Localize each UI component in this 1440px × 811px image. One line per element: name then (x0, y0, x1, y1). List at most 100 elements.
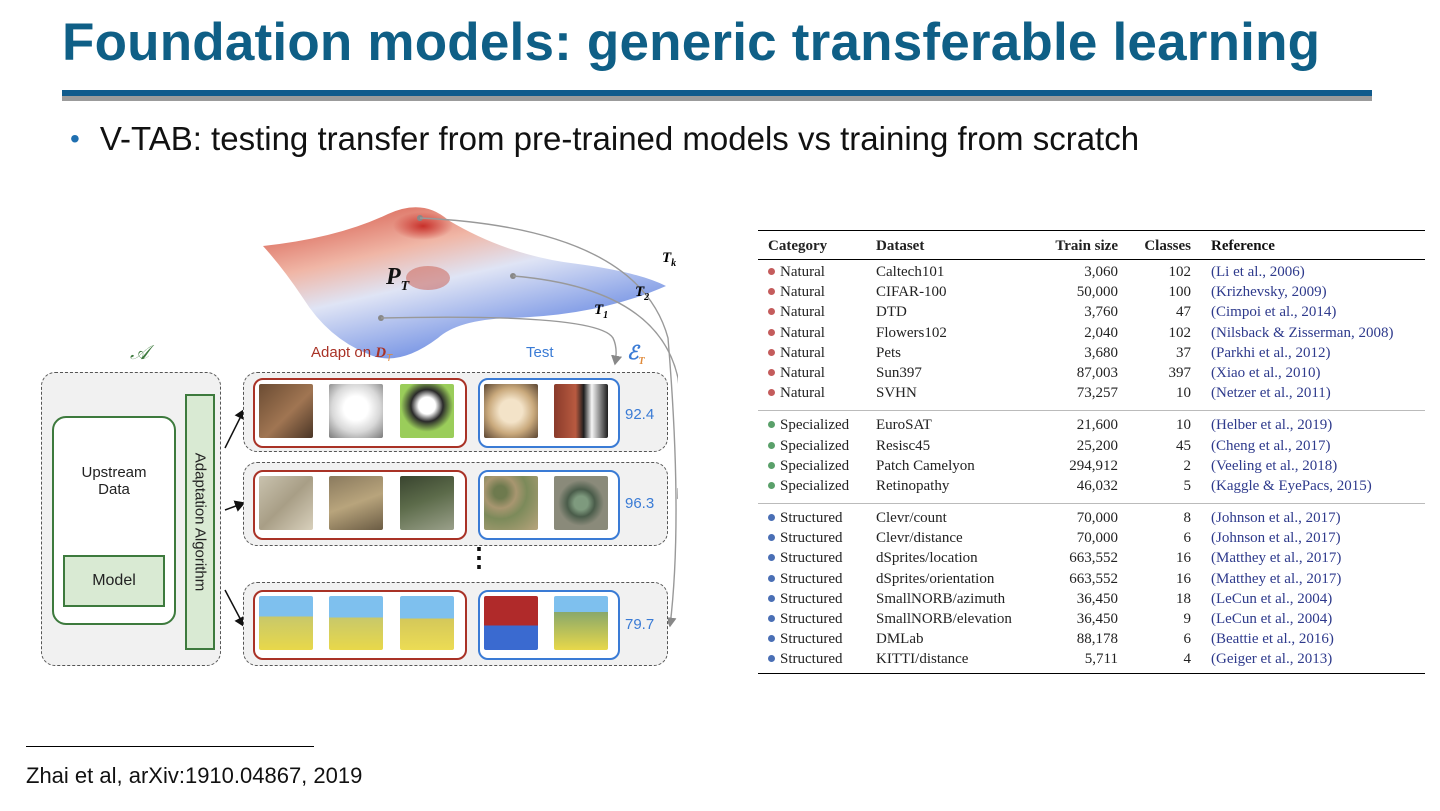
header-reference: Reference (1211, 238, 1275, 254)
cell-train-size: 50,000 (1076, 284, 1118, 301)
category-dot-icon (768, 461, 775, 469)
category-dot-icon (768, 635, 775, 643)
category-text: Structured (780, 550, 843, 567)
category-dot-icon (768, 389, 775, 397)
model-box: Model (63, 555, 165, 607)
bullet-item: • V-TAB: testing transfer from pre-traine… (70, 120, 1139, 158)
cell-category: Structured (758, 589, 862, 609)
cell-train-size: 663,552 (1069, 570, 1118, 587)
table-row: Structured SmallNORB/elevation 36,450 9 (LeC… (758, 609, 1425, 629)
category-text: Natural (780, 284, 825, 301)
category-dot-icon (768, 481, 775, 489)
cell-reference: (Nilsback & Zisserman, 2008) (1211, 324, 1394, 341)
task-label-2: T2 (635, 284, 650, 303)
cell-train-size: 3,760 (1084, 304, 1118, 321)
cell-train-size: 87,003 (1076, 364, 1118, 381)
table-row: Structured dSprites/orientation 663,552 16 (… (758, 569, 1425, 589)
score-row-3: 79.7 (625, 616, 655, 633)
category-text: Structured (780, 651, 843, 668)
cell-classes: 6 (1183, 631, 1192, 648)
cell-train-size: 2,040 (1084, 324, 1118, 341)
table-row: Natural Caltech101 3,060 102 (Li et al., 200… (758, 262, 1425, 282)
cell-dataset: SmallNORB/azimuth (876, 590, 1006, 607)
cell-train-size: 25,200 (1076, 437, 1118, 454)
cell-category: Natural (758, 383, 862, 403)
cell-category: Natural (758, 302, 862, 322)
cell-category: Structured (758, 629, 862, 649)
test-label: Test (526, 344, 554, 361)
cell-classes: 45 (1176, 437, 1191, 454)
cell-dataset: Patch Camelyon (876, 457, 975, 474)
category-dot-icon (768, 655, 775, 663)
image-dmlab-5 (554, 596, 608, 650)
category-text: Structured (780, 510, 843, 527)
category-dot-icon (768, 421, 775, 429)
cell-category: Structured (758, 569, 862, 589)
category-text: Structured (780, 611, 843, 627)
category-dot-icon (768, 348, 775, 356)
image-dog-2 (329, 384, 383, 438)
cell-category: Structured (758, 528, 862, 548)
cell-train-size: 36,450 (1076, 611, 1118, 627)
slide-title: Foundation models: generic transferable … (62, 13, 1321, 72)
adaptation-algorithm-label: Adaptation Algorithm (191, 452, 209, 592)
image-sat-2 (329, 476, 383, 530)
cell-category: Structured (758, 548, 862, 568)
cell-reference: (Johnson et al., 2017) (1211, 510, 1341, 527)
bullet-text: V-TAB: testing transfer from pre-trained… (99, 120, 1140, 157)
cell-dataset: dSprites/location (876, 550, 978, 567)
cell-dataset: SmallNORB/elevation (876, 611, 1012, 627)
upstream-data-label: Upstream Data (81, 464, 147, 498)
table-body: Natural Caltech101 3,060 102 (Li et al., 200… (758, 260, 1425, 673)
cell-reference: (Beattie et al., 2016) (1211, 631, 1334, 648)
cell-reference: (Veeling et al., 2018) (1211, 457, 1338, 474)
cell-train-size: 46,032 (1076, 477, 1118, 494)
category-dot-icon (768, 308, 775, 316)
cell-dataset: CIFAR-100 (876, 284, 947, 301)
cell-classes: 6 (1183, 530, 1192, 547)
cell-classes: 37 (1176, 344, 1191, 361)
category-dot-icon (768, 288, 775, 296)
adapt-label: Adapt on DT (311, 344, 393, 364)
cell-dataset: Resisc45 (876, 437, 931, 454)
table-row: Structured dSprites/location 663,552 16 (Mat… (758, 548, 1425, 568)
header-category: Category (768, 238, 828, 254)
cell-reference: (Xiao et al., 2010) (1211, 364, 1321, 381)
category-dot-icon (768, 328, 775, 336)
image-dog-3 (400, 384, 454, 438)
algorithm-symbol: 𝒜 (130, 342, 149, 364)
image-dmlab-3 (400, 596, 454, 650)
cell-dataset: EuroSAT (876, 417, 932, 434)
cell-reference: (Cimpoi et al., 2014) (1211, 304, 1337, 321)
cell-classes: 10 (1176, 417, 1191, 434)
group-separator (758, 503, 1425, 505)
cell-category: Specialized (758, 436, 862, 456)
title-rule-blue (62, 90, 1372, 96)
category-text: Natural (780, 324, 825, 341)
table-row: Specialized EuroSAT 21,600 10 (Helber et al.… (758, 415, 1425, 435)
more-tasks-ellipsis: ⋮ (466, 542, 492, 572)
table-row: Specialized Resisc45 25,200 45 (Cheng et al.… (758, 436, 1425, 456)
cell-dataset: Clevr/distance (876, 530, 963, 547)
cell-category: Structured (758, 609, 862, 629)
cell-classes: 102 (1168, 264, 1192, 280)
adaptation-algorithm-box: Adaptation Algorithm (185, 394, 215, 650)
cell-train-size: 21,600 (1076, 417, 1118, 434)
cell-reference: (Netzer et al., 2011) (1211, 385, 1331, 402)
cell-classes: 5 (1183, 477, 1192, 494)
eval-symbol: ℰT (627, 343, 645, 367)
table-row: Natural CIFAR-100 50,000 100 (Krizhevsky, 20… (758, 282, 1425, 302)
cell-classes: 397 (1168, 364, 1192, 381)
table-row: Specialized Retinopathy 46,032 5 (Kaggle & E… (758, 476, 1425, 496)
cell-reference: (LeCun et al., 2004) (1211, 590, 1333, 607)
task-label-1: T1 (594, 302, 609, 321)
score-row-2: 96.3 (625, 495, 655, 512)
cell-dataset: dSprites/orientation (876, 570, 995, 587)
category-text: Natural (780, 364, 825, 381)
footnote-rule (26, 746, 314, 747)
cell-dataset: DMLab (876, 631, 924, 648)
cell-train-size: 663,552 (1069, 550, 1118, 567)
footnote: Zhai et al, arXiv:1910.04867, 2019 (26, 763, 363, 788)
table-row: Structured DMLab 88,178 6 (Beattie et al., 2… (758, 629, 1425, 649)
cell-classes: 100 (1168, 284, 1192, 301)
